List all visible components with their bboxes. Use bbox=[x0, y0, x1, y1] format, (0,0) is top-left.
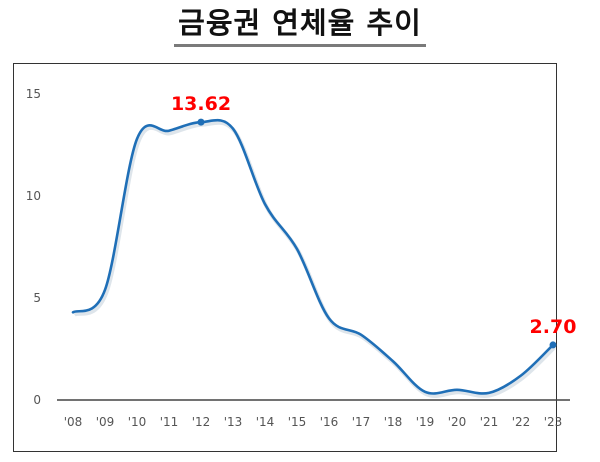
x-tick-label: '08 bbox=[64, 415, 83, 429]
chart-title-wrap: 금융권 연체율 추이 bbox=[0, 4, 600, 47]
x-tick-label: '09 bbox=[96, 415, 115, 429]
x-tick-label: '10 bbox=[128, 415, 147, 429]
x-axis: '08 '09 '10 '11 '12 '13 '14 '15 '16 '17 '18 '19 '20 '… bbox=[64, 415, 563, 429]
x-tick-label: '12 bbox=[192, 415, 211, 429]
y-tick-label: 10 bbox=[26, 189, 41, 203]
x-tick-label: '14 bbox=[256, 415, 275, 429]
data-label: 13.62 bbox=[171, 93, 231, 115]
y-tick-label: 5 bbox=[33, 291, 41, 305]
chart-title: 금융권 연체율 추이 bbox=[174, 4, 426, 47]
data-labels: 13.62 2.70 bbox=[171, 93, 577, 349]
x-tick-label: '11 bbox=[160, 415, 179, 429]
y-tick-label: 15 bbox=[26, 87, 41, 101]
x-tick-label: '20 bbox=[448, 415, 467, 429]
x-tick-label: '13 bbox=[224, 415, 243, 429]
y-axis: 0 5 10 15 bbox=[26, 87, 41, 407]
x-tick-label: '16 bbox=[320, 415, 339, 429]
data-label: 2.70 bbox=[530, 316, 577, 338]
x-tick-label: '17 bbox=[352, 415, 371, 429]
series-line bbox=[71, 118, 555, 395]
x-tick-label: '19 bbox=[416, 415, 435, 429]
data-point-marker bbox=[197, 118, 205, 126]
chart-frame bbox=[13, 63, 557, 452]
y-tick-label: 0 bbox=[33, 393, 41, 407]
x-tick-label: '22 bbox=[512, 415, 531, 429]
x-tick-label: '18 bbox=[384, 415, 403, 429]
x-tick-label: '21 bbox=[480, 415, 499, 429]
data-point-marker bbox=[549, 341, 557, 349]
line-shadow bbox=[73, 120, 556, 399]
x-tick-label: '15 bbox=[288, 415, 307, 429]
x-tick-label: '23 bbox=[544, 415, 563, 429]
